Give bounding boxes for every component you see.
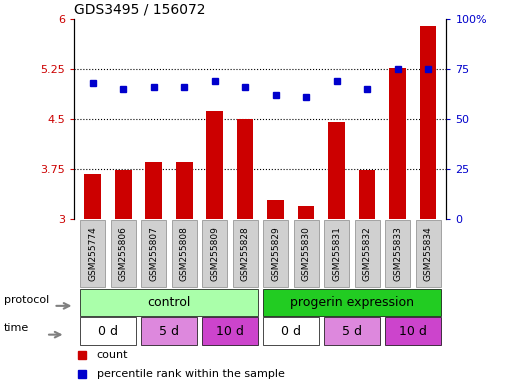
Text: count: count <box>96 350 128 360</box>
Text: 0 d: 0 d <box>281 325 301 338</box>
FancyBboxPatch shape <box>324 317 380 345</box>
Text: GDS3495 / 156072: GDS3495 / 156072 <box>74 3 206 17</box>
Text: 5 d: 5 d <box>342 325 362 338</box>
Bar <box>298 205 314 219</box>
Text: GSM255830: GSM255830 <box>302 226 310 281</box>
Text: percentile rank within the sample: percentile rank within the sample <box>96 369 285 379</box>
Text: GSM255809: GSM255809 <box>210 226 219 281</box>
Text: GSM255774: GSM255774 <box>88 226 97 281</box>
Text: 0 d: 0 d <box>98 325 118 338</box>
FancyBboxPatch shape <box>202 317 258 345</box>
FancyBboxPatch shape <box>232 220 258 287</box>
Bar <box>389 68 406 219</box>
FancyBboxPatch shape <box>416 220 441 287</box>
Text: 10 d: 10 d <box>216 325 244 338</box>
FancyBboxPatch shape <box>263 220 288 287</box>
FancyBboxPatch shape <box>80 289 258 316</box>
Text: protocol: protocol <box>4 295 49 305</box>
Text: 5 d: 5 d <box>159 325 179 338</box>
Bar <box>236 119 253 219</box>
Text: progerin expression: progerin expression <box>290 296 414 309</box>
FancyBboxPatch shape <box>385 220 410 287</box>
Text: GSM255808: GSM255808 <box>180 226 189 281</box>
Bar <box>359 170 376 219</box>
FancyBboxPatch shape <box>354 220 380 287</box>
Text: GSM255828: GSM255828 <box>241 226 250 281</box>
Bar <box>267 200 284 219</box>
Bar <box>328 122 345 219</box>
FancyBboxPatch shape <box>111 220 135 287</box>
FancyBboxPatch shape <box>80 317 135 345</box>
Text: GSM255807: GSM255807 <box>149 226 158 281</box>
FancyBboxPatch shape <box>141 317 196 345</box>
FancyBboxPatch shape <box>263 289 441 316</box>
Text: 10 d: 10 d <box>399 325 427 338</box>
Text: GSM255833: GSM255833 <box>393 226 402 281</box>
FancyBboxPatch shape <box>293 220 319 287</box>
Bar <box>206 111 223 219</box>
FancyBboxPatch shape <box>80 220 105 287</box>
Text: GSM255831: GSM255831 <box>332 226 341 281</box>
FancyBboxPatch shape <box>263 317 319 345</box>
Bar <box>145 162 162 219</box>
Bar <box>420 26 437 219</box>
FancyBboxPatch shape <box>385 317 441 345</box>
Text: time: time <box>4 323 29 333</box>
Bar <box>176 162 192 219</box>
FancyBboxPatch shape <box>172 220 196 287</box>
Bar <box>84 174 101 219</box>
FancyBboxPatch shape <box>202 220 227 287</box>
Text: control: control <box>147 296 190 309</box>
Text: GSM255806: GSM255806 <box>119 226 128 281</box>
Bar <box>115 170 131 219</box>
FancyBboxPatch shape <box>324 220 349 287</box>
Text: GSM255832: GSM255832 <box>363 226 371 281</box>
Text: GSM255829: GSM255829 <box>271 226 280 281</box>
Text: GSM255834: GSM255834 <box>424 226 432 281</box>
FancyBboxPatch shape <box>141 220 166 287</box>
